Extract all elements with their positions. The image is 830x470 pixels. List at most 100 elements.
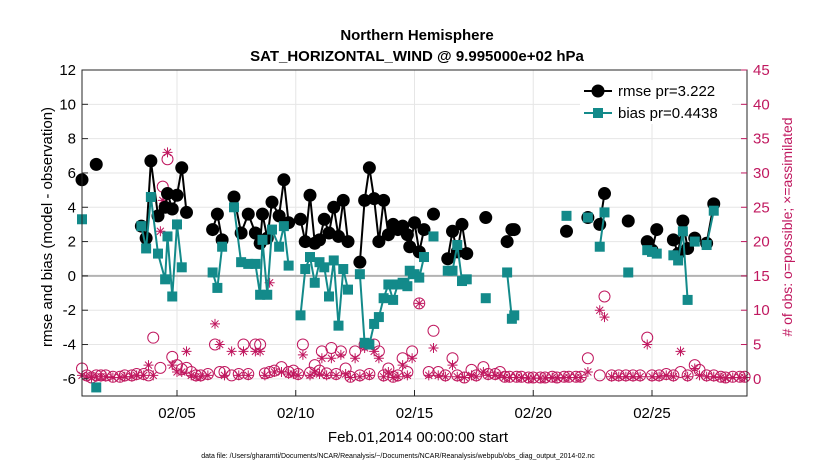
rmse-point [210, 207, 224, 221]
obs-assimilated-marker [483, 370, 494, 381]
obs-assimilated-marker [373, 353, 384, 364]
obs-assimilated-marker [243, 370, 254, 381]
bias-point [343, 284, 353, 295]
obs-possible-marker [598, 290, 611, 303]
bias-point [388, 294, 399, 305]
bias-point [369, 318, 380, 329]
y2-tick-label: 10 [753, 302, 770, 319]
obs-assimilated-marker [119, 371, 130, 382]
obs-assimilated-marker [466, 370, 477, 381]
y2-tick-label: 35 [753, 131, 770, 148]
bias-point [328, 255, 339, 266]
obs-assimilated-marker [563, 372, 574, 383]
obs-assimilated-marker [314, 369, 325, 380]
obs-assimilated-marker [433, 370, 444, 381]
obs-assimilated-marker [81, 371, 92, 382]
obs-possible-marker [147, 331, 160, 344]
obs-assimilated-marker [186, 370, 197, 381]
bias-point [447, 265, 458, 276]
obs-assimilated-marker [107, 372, 118, 383]
x-tick-label: 02/25 [633, 405, 671, 422]
legend-box [580, 80, 732, 124]
bias-point [480, 293, 491, 304]
legend-marker-rmse [591, 84, 605, 98]
obs-assimilated-marker [305, 370, 315, 381]
y2-axis-label: # of obs: o=possible; ×=assimilated [779, 117, 795, 336]
rmse-point [317, 212, 331, 226]
bias-point [414, 272, 425, 283]
rmse-point [277, 173, 291, 187]
obs-assimilated-marker [668, 371, 679, 382]
rmse-point [441, 252, 455, 266]
legend: rmse pr=3.222 bias pr=0.4438 [580, 80, 732, 124]
y2-tick-label: 20 [753, 234, 770, 251]
bias-point [324, 291, 334, 302]
rmse-point [455, 217, 469, 231]
y-tick-label: 0 [68, 268, 76, 285]
rmse-point [500, 235, 514, 249]
series-rmse [75, 154, 721, 269]
obs-assimilated-marker [661, 370, 672, 381]
obs-assimilated-marker [335, 349, 346, 360]
obs-assimilated-marker [155, 226, 166, 237]
obs-assimilated-marker [407, 353, 418, 364]
y-tick-label: -4 [63, 337, 76, 354]
rmse-point [353, 255, 367, 269]
obs-assimilated-marker [131, 370, 142, 381]
obs-assimilated-marker [288, 369, 299, 380]
obs-assimilated-marker [478, 366, 489, 377]
bias-point [319, 262, 330, 273]
rmse-point [332, 229, 345, 243]
obs-assimilated-marker [402, 370, 413, 381]
bias-point [561, 210, 572, 221]
bias-point [682, 294, 693, 305]
rmse-point [417, 223, 431, 237]
obs-possible-marker [674, 365, 687, 378]
y2-tick-label: 0 [753, 371, 761, 388]
obs-assimilated-marker [642, 339, 653, 350]
rmse-point [206, 223, 220, 237]
bias-point [677, 226, 688, 237]
y-tick-label: 6 [68, 165, 76, 182]
bias-point [461, 274, 472, 285]
rmse-point [427, 207, 440, 221]
obs-assimilated-marker [739, 372, 750, 383]
obs-assimilated-marker [428, 342, 439, 353]
obs-possible-marker [581, 352, 594, 365]
rmse-point [479, 211, 493, 225]
obs-assimilated-marker [654, 371, 665, 382]
bias-point [373, 312, 384, 323]
obs-assimilated-marker [378, 371, 389, 382]
obs-assimilated-marker [276, 366, 287, 377]
obs-assimilated-marker [138, 370, 149, 381]
bias-point [364, 339, 375, 350]
bias-point [141, 243, 152, 254]
obs-assimilated-marker [516, 372, 527, 383]
rmse-point [272, 209, 286, 223]
rmse-point [313, 233, 326, 247]
obs-assimilated-marker [647, 371, 657, 382]
rmse-point [256, 207, 269, 221]
obs-possible-marker [427, 324, 440, 337]
obs-assimilated-marker [100, 371, 111, 382]
x-axis-label: Feb.01,2014 00:00:00 start [328, 429, 509, 446]
bias-point [594, 241, 605, 252]
x-tick-label: 02/15 [396, 405, 434, 422]
y2-tick-label: 45 [753, 62, 770, 79]
bias-point [333, 320, 344, 331]
obs-possible-marker [154, 361, 167, 374]
obs-assimilated-marker [340, 369, 351, 380]
rmse-point [650, 223, 664, 237]
obs-assimilated-marker [195, 371, 206, 382]
bias-point [278, 221, 289, 232]
obs-assimilated-marker [219, 370, 230, 381]
obs-assimilated-marker [309, 366, 320, 377]
bias-line [705, 210, 715, 246]
obs-assimilated-marker [167, 360, 178, 371]
rmse-point [303, 188, 317, 202]
rmse-point [241, 207, 255, 221]
y-tick-label: -6 [63, 371, 76, 388]
bias-point [153, 248, 163, 259]
bias-point [673, 255, 684, 266]
